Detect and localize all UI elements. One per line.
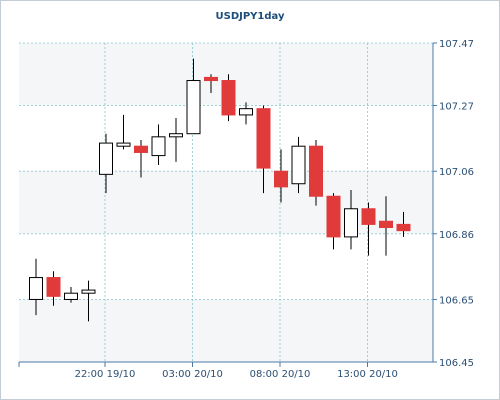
x-tick-label: 03:00 20/10 xyxy=(162,369,223,380)
candle-down xyxy=(361,208,376,225)
chart-title: USDJPY1day xyxy=(215,11,285,22)
candle-down xyxy=(256,108,271,169)
candle-up xyxy=(151,136,166,157)
y-tick-label: 107.06 xyxy=(439,167,474,178)
candle-up xyxy=(64,292,78,300)
candle-up xyxy=(344,208,358,238)
y-tick-label: 106.45 xyxy=(439,358,474,369)
candle-up xyxy=(291,145,306,185)
candle-down xyxy=(274,170,288,188)
candle-down xyxy=(46,277,61,297)
x-tick-label: 22:00 19/10 xyxy=(75,369,136,380)
candle-up xyxy=(169,133,183,138)
candle-up xyxy=(186,80,201,135)
candle-up xyxy=(116,142,131,147)
y-tick-label: 106.86 xyxy=(439,230,474,241)
y-tick-label: 107.47 xyxy=(439,39,474,50)
x-tick-label: 08:00 20/10 xyxy=(250,369,311,380)
y-tick-label: 106.65 xyxy=(439,295,474,306)
candle-down xyxy=(134,145,148,153)
y-tick-label: 107.27 xyxy=(439,102,474,113)
candle-down xyxy=(326,195,341,238)
candle-up xyxy=(29,277,43,300)
candle-down xyxy=(221,80,236,116)
candle-down xyxy=(204,76,218,82)
x-tick-label: 13:00 20/10 xyxy=(337,369,398,380)
candle-up xyxy=(239,108,253,116)
candle-up xyxy=(99,142,113,175)
candle-down xyxy=(396,223,411,232)
candle-down xyxy=(379,220,393,229)
candle-down xyxy=(309,145,323,197)
candle-up xyxy=(81,289,96,294)
grid-band xyxy=(19,299,433,362)
